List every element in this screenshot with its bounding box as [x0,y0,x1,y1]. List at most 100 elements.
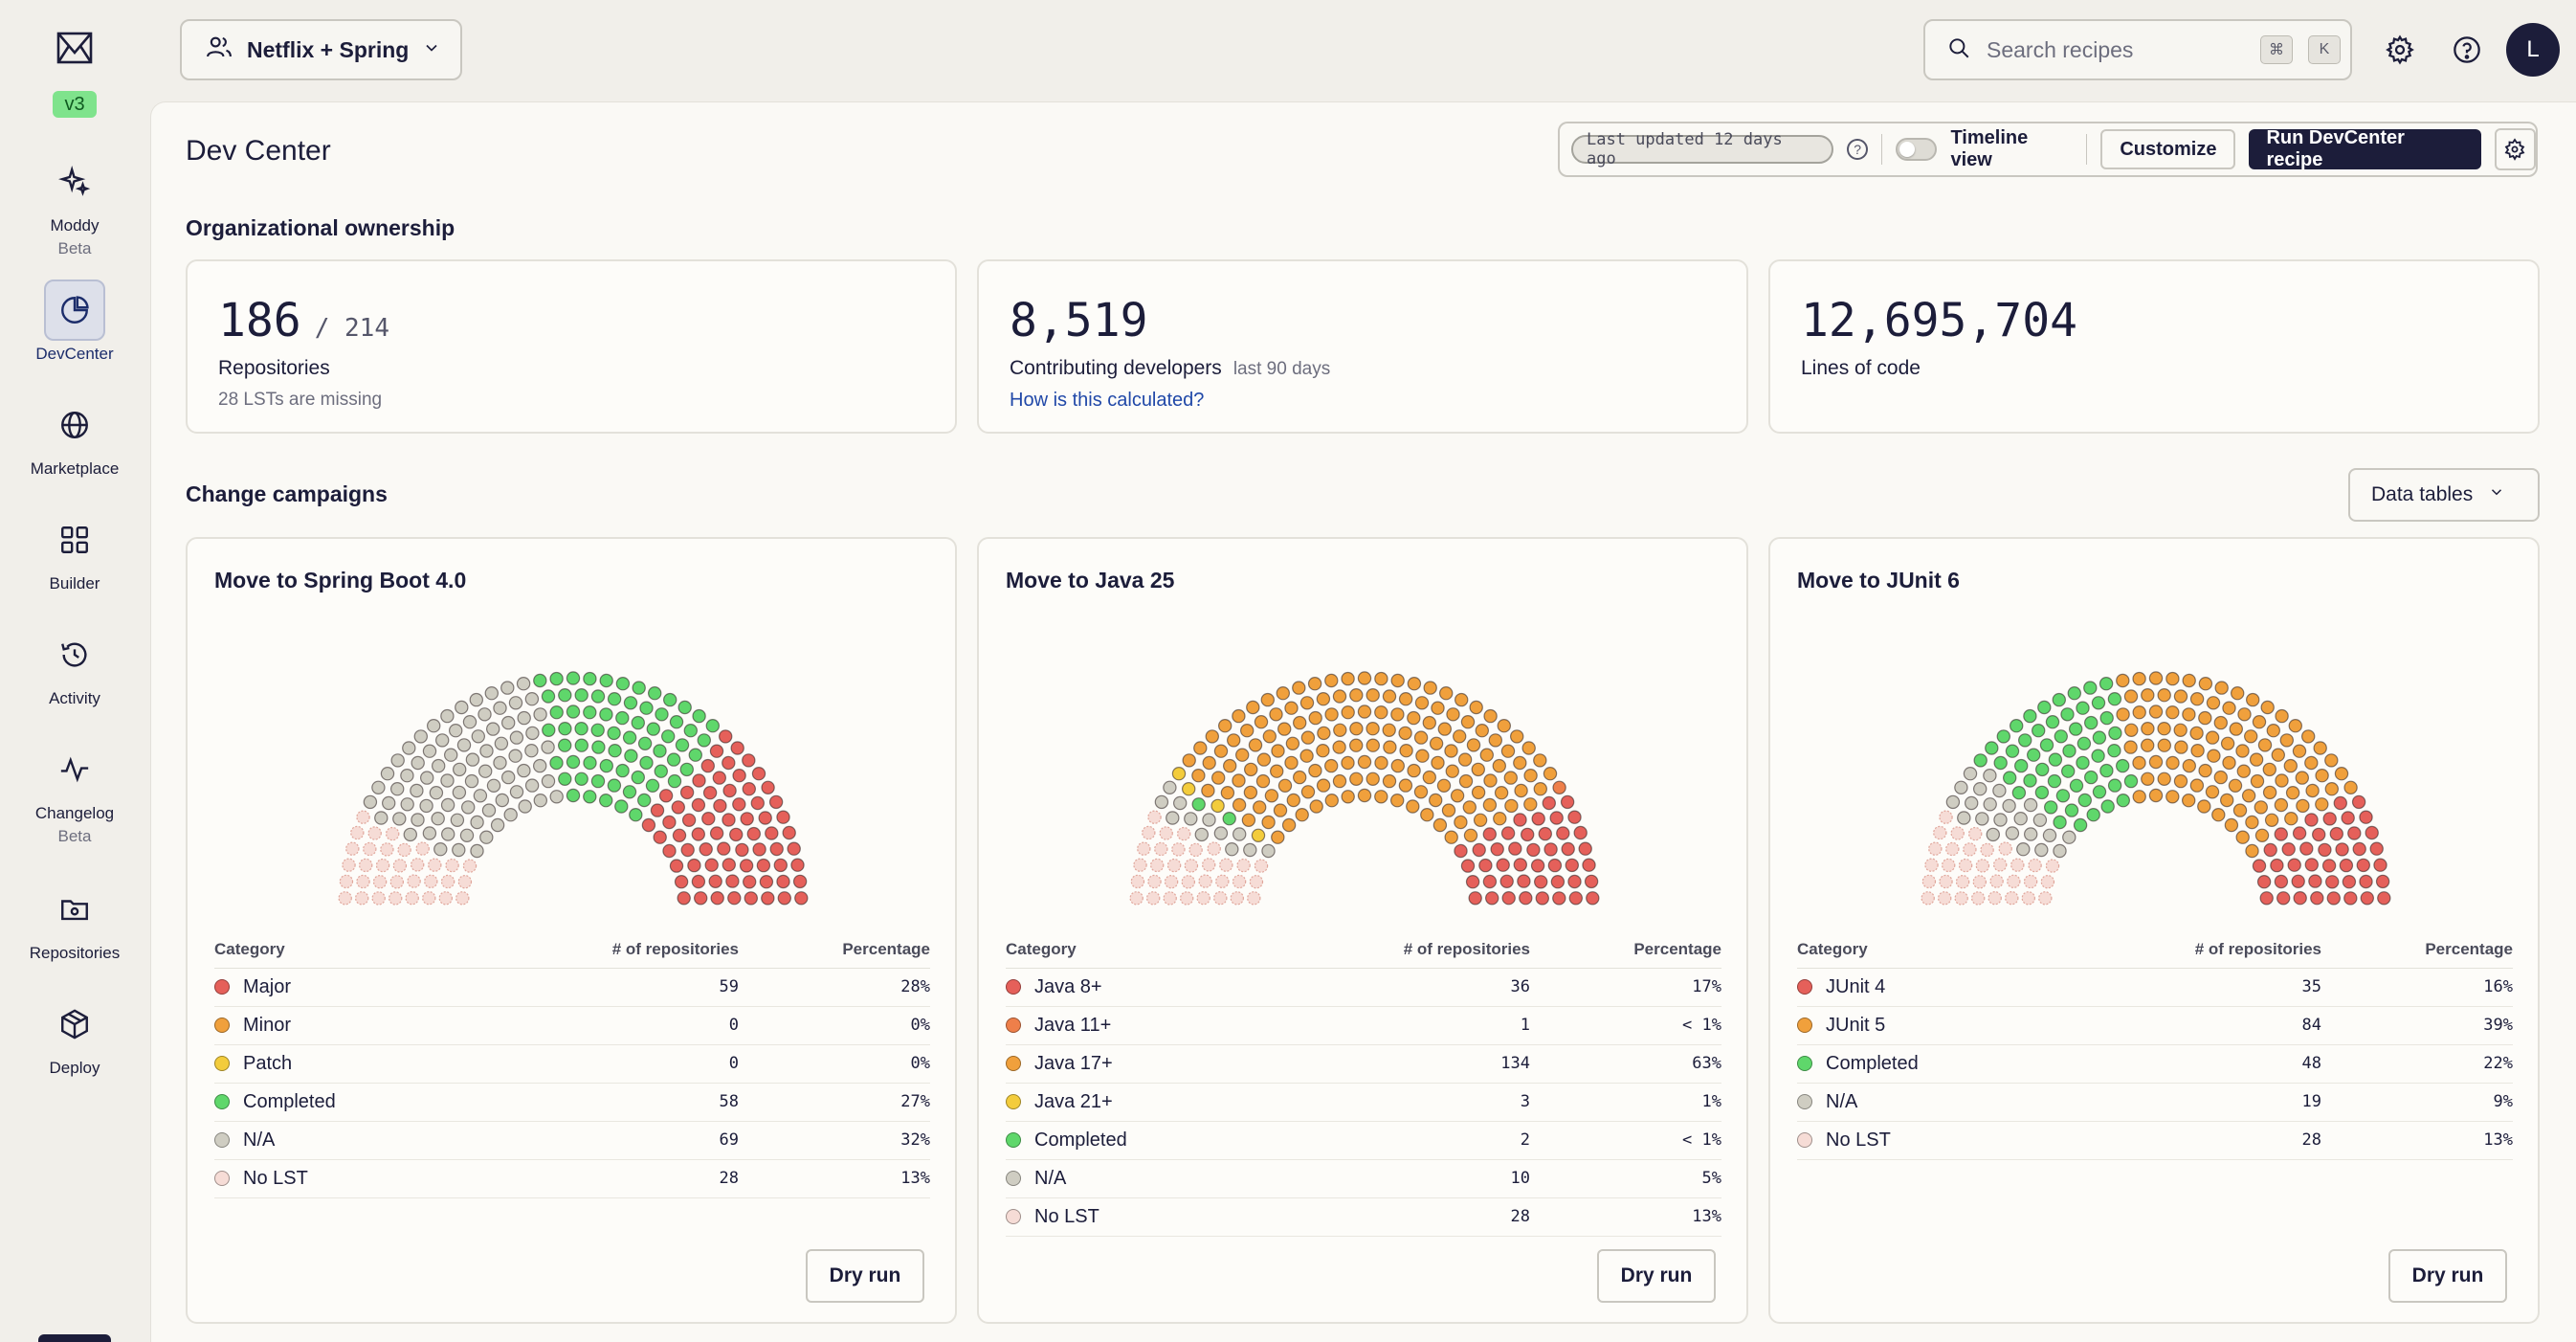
seat-dot [411,813,425,827]
seat-dot [674,875,689,889]
seat-dot [1299,696,1315,710]
dry-run-button[interactable]: Dry run [806,1249,924,1303]
seat-dot [509,785,524,799]
seat-dot [2021,891,2035,906]
seat-dot [558,772,572,786]
seat-dot [1284,701,1299,715]
help-icon[interactable] [2446,29,2488,71]
seat-dot [776,810,790,824]
seat-dot [1482,827,1498,841]
seat-dot [1207,841,1221,856]
category-swatch [1006,1209,1021,1224]
seat-dot [1429,736,1444,751]
seat-dot [2034,785,2050,800]
campaign-table: Category # of repositories Percentage JU… [1797,939,2513,1160]
seat-dot [1499,874,1514,888]
seat-dot [2132,671,2146,686]
seat-dot [392,812,407,826]
seat-dot [2220,736,2235,751]
seat-dot [694,891,708,906]
seat-dot [339,874,354,889]
seat-dot [1163,780,1177,794]
seat-dot [662,843,677,859]
seat-dot [719,729,733,744]
gear-icon[interactable] [2379,29,2421,71]
seat-dot [2116,707,2130,722]
category-swatch [214,1018,230,1033]
seat-dot [2339,858,2354,873]
seat-dot [599,707,613,722]
sidebar-item-activity[interactable]: Activity [0,624,149,708]
campaign-table: Category # of repositories Percentage Ja… [1006,939,1721,1237]
seat-dot [2007,874,2021,888]
seat-dot [1550,875,1566,889]
seat-dot [1972,781,1988,796]
seat-dot [1967,826,1983,841]
sidebar-item-builder[interactable]: Builder [0,509,149,593]
seat-dot [1482,874,1498,889]
seat-dot [2062,830,2076,844]
sidebar-item-changelog[interactable]: Changelog Beta [0,739,149,846]
seat-dot [752,842,766,857]
app-logo-icon[interactable] [56,29,94,67]
seat-dot [750,795,766,811]
seat-dot [1542,795,1557,811]
organization-select[interactable]: Netflix + Spring [180,19,462,80]
avatar[interactable]: L [2506,23,2560,77]
seat-dot [776,874,790,889]
seat-dot [2123,740,2138,754]
seat-dot [2002,771,2017,785]
table-row: JUnit 5 84 39% [1797,1006,2513,1045]
category-swatch [1797,1094,1812,1109]
search-box[interactable]: ⌘ K [1923,19,2352,80]
seat-dot [2044,800,2058,815]
seat-dot [2005,826,2020,840]
seat-dot [542,723,556,738]
seat-dot [1219,858,1233,872]
sidebar-item-label: Builder [49,574,100,593]
data-tables-dropdown[interactable]: Data tables [2348,468,2540,522]
run-recipe-button[interactable]: Run DevCenter recipe [2249,127,2481,170]
customize-button[interactable]: Customize [2100,129,2236,169]
seat-dot [1939,810,1953,824]
seat-dot [524,743,539,758]
sidebar-item-moddy[interactable]: Moddy Beta [0,151,149,258]
dry-run-button[interactable]: Dry run [1597,1249,1716,1303]
table-row: Completed 58 27% [214,1083,930,1122]
seat-dot [650,803,665,817]
seat-dot [2173,723,2187,738]
seat-dot [2005,744,2020,758]
sidebar-item-deploy[interactable]: Deploy [0,994,149,1078]
seat-dot [792,874,808,889]
question-icon[interactable]: ? [1847,139,1869,160]
seat-dot [371,891,386,906]
timeline-toggle[interactable] [1896,138,1938,161]
seat-dot [697,733,712,748]
percentage: 5% [1530,1159,1721,1198]
how-calculated-link[interactable]: How is this calculated? [1010,390,1205,411]
search-input[interactable] [1987,36,2245,63]
seat-dot [1584,874,1599,889]
seat-dot [1382,723,1396,738]
seat-dot [1293,715,1307,730]
sidebar-item-devcenter[interactable]: DevCenter [0,280,149,364]
percentage: 13% [1530,1197,1721,1237]
seat-dot [1955,875,1970,889]
sidebar-item-marketplace[interactable]: Marketplace [0,394,149,479]
seat-dot [2283,758,2298,773]
seat-dot [599,793,613,808]
dry-run-button[interactable]: Dry run [2388,1249,2507,1303]
sidebar-bottom-button[interactable] [38,1334,111,1342]
seat-dot [419,771,434,785]
seat-dot [2220,793,2234,808]
seat-dot [790,858,805,872]
sidebar-item-repositories[interactable]: Repositories [0,879,149,963]
settings-badge-icon[interactable] [2494,128,2537,170]
seat-dot [1496,858,1510,872]
category-swatch [214,1094,230,1109]
seat-dot [2062,744,2076,758]
lines-of-code-label: Lines of code [1801,357,1921,379]
seat-dot [645,778,660,793]
seat-dot [1497,718,1512,733]
seat-dot [2067,685,2081,701]
